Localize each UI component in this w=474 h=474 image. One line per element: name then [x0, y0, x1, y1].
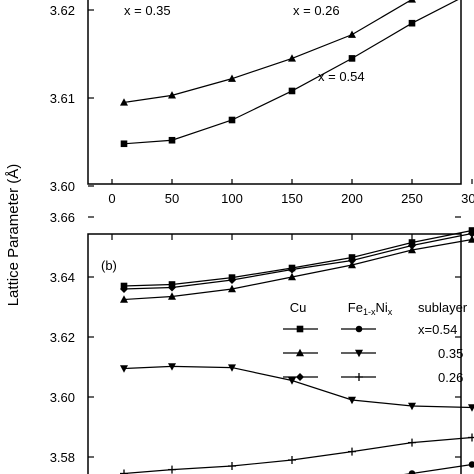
- a-data-point: [408, 19, 416, 27]
- a-y-tick-label: 3.60: [50, 179, 75, 194]
- a-data-point: [228, 116, 236, 124]
- b-data-point: [288, 265, 296, 274]
- b-data-point: [228, 276, 236, 284]
- b-data-point: [288, 456, 296, 464]
- panel-b-frame: [87, 233, 462, 474]
- b-data-point: [288, 377, 296, 385]
- panel-b: 3.58 3.60 3.62 3.64 3.66 (b) Cu Fe1-xNix sub…: [50, 210, 474, 474]
- b-y-tick-label: 3.60: [50, 390, 75, 405]
- a-x-tick-label: 300: [461, 191, 474, 206]
- a-x-tick-label: 100: [221, 191, 243, 206]
- b-data-point: [408, 402, 416, 411]
- legend-marker-cu: [296, 325, 304, 333]
- legend-row: x=0.54: [283, 322, 457, 337]
- legend-row: 0.26: [283, 370, 463, 385]
- legend-rows: x=0.54 0.35 0.26: [283, 322, 463, 385]
- b-data-point: [168, 283, 176, 292]
- b-data-point: [348, 256, 356, 265]
- legend-row: 0.35: [283, 346, 463, 361]
- b-series-line-4: [123, 365, 473, 409]
- legend-header-fe-sub: 1-x: [363, 307, 376, 317]
- b-data-point: [288, 272, 296, 281]
- annotation-x-026: x = 0.26: [293, 3, 340, 18]
- b-data-point: [168, 465, 176, 474]
- b-data-point: [228, 284, 236, 293]
- b-data-point: [408, 438, 416, 447]
- a-data-point: [288, 87, 296, 95]
- legend-row-label: x=0.54: [418, 322, 457, 337]
- legend-header-ni: Ni: [375, 300, 387, 315]
- b-data-point: [468, 461, 474, 468]
- b-data-point: [408, 241, 416, 250]
- annotation-x-035: x = 0.35: [124, 3, 171, 18]
- panel-b-label: (b): [101, 258, 117, 273]
- panel-a-series: [120, 0, 459, 148]
- legend-marker-feni: [355, 373, 363, 381]
- b-series-line-3: [403, 463, 473, 474]
- annotation-x-054: x = 0.54: [318, 69, 365, 84]
- b-data-point: [120, 365, 128, 373]
- b-y-tick-label: 3.62: [50, 330, 75, 345]
- panel-a-frame: [87, 0, 462, 185]
- b-data-point: [468, 433, 474, 442]
- b-data-point: [168, 363, 176, 371]
- legend-marker-feni: [355, 349, 363, 358]
- a-x-tick-label: 50: [165, 191, 179, 206]
- b-series-line-1: [123, 238, 473, 301]
- legend-header-ni-sub: x: [388, 307, 393, 317]
- a-series-line-2: [123, 0, 459, 145]
- legend-row-label: 0.26: [438, 370, 463, 385]
- legend-header-sublayer: sublayer: [418, 300, 468, 315]
- legend-marker-feni: [355, 325, 363, 333]
- legend-marker-cu: [296, 373, 304, 381]
- b-data-point: [168, 292, 176, 300]
- b-y-tick-label: 3.66: [50, 210, 75, 225]
- b-data-point: [120, 469, 128, 474]
- b-data-point: [468, 235, 474, 243]
- panel-b-y-ticks: 3.58 3.60 3.62 3.64 3.66: [50, 210, 461, 465]
- y-axis-label: Lattice Parameter (Å): [5, 164, 22, 307]
- panel-a: 0 50 100 150 200 250 300 3.60 3.61 3.62 x = 0.35…: [50, 0, 474, 206]
- b-y-tick-label: 3.58: [50, 450, 75, 465]
- b-data-point: [468, 404, 474, 412]
- a-y-tick-label: 3.61: [50, 91, 75, 106]
- a-data-point: [168, 91, 176, 99]
- legend-header-feni: Fe1-xNix: [348, 300, 393, 317]
- panel-a-y-ticks: 3.60 3.61 3.62: [50, 3, 94, 194]
- a-data-point: [348, 30, 356, 38]
- b-series-line-0: [123, 229, 473, 287]
- b-data-point: [348, 396, 356, 405]
- b-data-point: [408, 470, 416, 474]
- panel-b-x-ticks: [111, 234, 473, 240]
- b-series-line-5: [123, 436, 473, 474]
- a-data-point: [168, 136, 176, 144]
- b-y-tick-label: 3.64: [50, 270, 75, 285]
- b-data-point: [120, 295, 128, 303]
- a-x-tick-label: 0: [108, 191, 115, 206]
- a-data-point: [228, 74, 236, 82]
- legend-header-fe: Fe: [348, 300, 363, 315]
- panel-a-x-ticks: 0 50 100 150 200 250 300: [108, 179, 474, 206]
- a-data-point: [348, 55, 356, 62]
- legend-row-label: 0.35: [438, 346, 463, 361]
- b-series-line-2: [123, 232, 473, 290]
- legend: Cu Fe1-xNix sublayer x=0.54 0.35 0.26: [283, 300, 468, 385]
- b-data-point: [228, 462, 236, 470]
- a-x-tick-label: 150: [281, 191, 303, 206]
- panel-b-series: [120, 227, 474, 474]
- a-x-tick-label: 200: [341, 191, 363, 206]
- a-x-tick-label: 250: [401, 191, 423, 206]
- a-y-tick-label: 3.62: [50, 3, 75, 18]
- a-data-point: [120, 140, 128, 148]
- legend-header-cu: Cu: [290, 300, 307, 315]
- legend-marker-cu: [296, 348, 304, 357]
- a-data-point: [288, 54, 296, 62]
- b-data-point: [348, 447, 356, 456]
- a-data-point: [408, 0, 416, 3]
- b-data-point: [228, 364, 236, 372]
- b-data-point: [120, 285, 128, 293]
- a-data-point: [120, 98, 128, 106]
- b-data-point: [468, 229, 474, 238]
